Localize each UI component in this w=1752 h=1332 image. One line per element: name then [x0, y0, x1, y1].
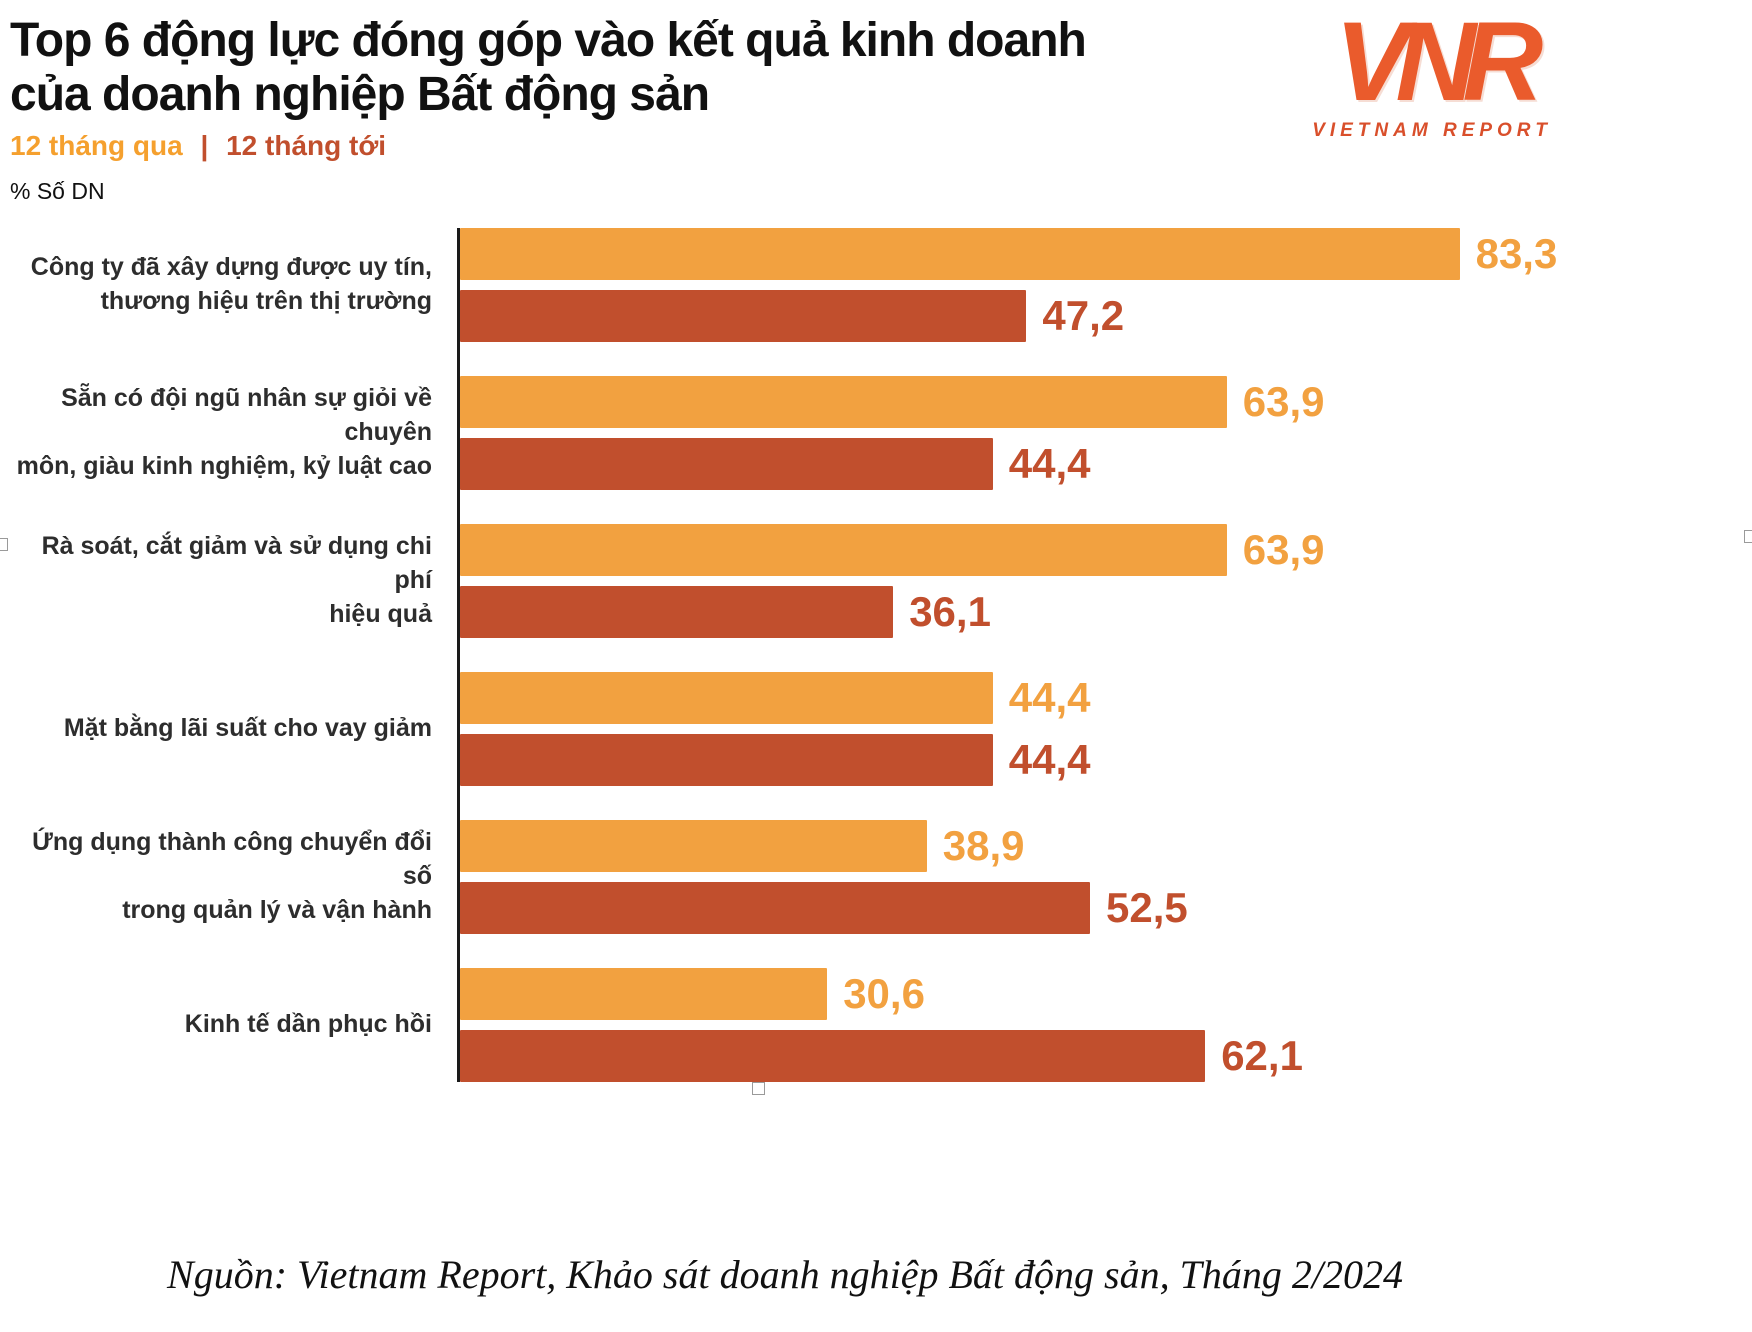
vnr-logo-icon: VNR — [1334, 0, 1543, 124]
bar-row: 30,6 — [460, 968, 1752, 1020]
bar-next-12-months — [460, 290, 1027, 342]
chart-title-line1: Top 6 động lực đóng góp vào kết quả kinh… — [10, 14, 1087, 67]
legend-item-next: 12 tháng tới — [226, 129, 387, 161]
bar-next-12-months — [460, 734, 993, 786]
bar-pair: 30,6 62,1 — [448, 968, 1752, 1082]
bar-next-12-months — [460, 882, 1090, 934]
bar-row: 44,4 — [460, 438, 1752, 490]
source-note: Nguồn: Vietnam Report, Khảo sát doanh ng… — [167, 1252, 1403, 1297]
legend: 12 tháng qua | 12 tháng tới — [10, 130, 1310, 162]
bar-row: 47,2 — [460, 290, 1752, 342]
chart-group: Mặt bằng lãi suất cho vay giảm 44,4 44,4 — [0, 672, 1752, 786]
bar-pair: 63,9 44,4 — [448, 376, 1752, 490]
bar-row: 52,5 — [460, 882, 1752, 934]
bar-row: 63,9 — [460, 524, 1752, 576]
bar-pair: 38,9 52,5 — [448, 820, 1752, 934]
value-label: 44,4 — [1008, 674, 1091, 721]
bar-row: 44,4 — [460, 734, 1752, 786]
chart-title-line2: của doanh nghiệp Bất động sản — [10, 67, 710, 121]
resize-handle-right[interactable] — [1744, 530, 1752, 543]
category-label: Rà soát, cắt giảm và sử dụng chi phí hiệ… — [41, 532, 432, 628]
chart-group: Sẵn có đội ngũ nhân sự giỏi về chuyên mô… — [0, 376, 1752, 490]
chart-group: Công ty đã xây dựng được uy tín, thương … — [0, 228, 1752, 342]
value-label: 83,3 — [1475, 230, 1558, 277]
bar-past-12-months — [460, 376, 1227, 428]
bar-past-12-months — [460, 228, 1460, 280]
unit-label: % Số DN — [10, 177, 105, 204]
chart-rows: Công ty đã xây dựng được uy tín, thương … — [0, 228, 1752, 1082]
bar-pair: 63,9 36,1 — [448, 524, 1752, 638]
bar-past-12-months — [460, 672, 993, 724]
value-label: 63,9 — [1242, 378, 1325, 425]
bar-chart: Công ty đã xây dựng được uy tín, thương … — [0, 228, 1752, 1082]
vnr-logo-name: VIETNAM REPORT — [1312, 120, 1552, 141]
resize-handle-bottom[interactable] — [752, 1082, 765, 1095]
bar-pair: 83,3 47,2 — [448, 228, 1752, 342]
y-axis-line — [457, 228, 460, 1082]
value-label: 44,4 — [1008, 440, 1091, 487]
legend-separator: | — [200, 129, 209, 161]
bar-row: 63,9 — [460, 376, 1752, 428]
category-label: Mặt bằng lãi suất cho vay giảm — [63, 714, 432, 743]
bar-pair: 44,4 44,4 — [448, 672, 1752, 786]
chart-group: Ứng dụng thành công chuyển đổi số trong … — [0, 820, 1752, 934]
category-label: Sẵn có đội ngũ nhân sự giỏi về chuyên mô… — [16, 384, 432, 480]
value-label: 30,6 — [843, 970, 925, 1017]
bar-row: 83,3 — [460, 228, 1752, 280]
vietnam-report-logo: VNR VIETNAM REPORT — [1312, 6, 1552, 142]
bar-past-12-months — [460, 968, 828, 1020]
category-label: Kinh tế dần phục hồi — [184, 1010, 432, 1039]
legend-item-past: 12 tháng qua — [10, 129, 183, 161]
bar-past-12-months — [460, 820, 927, 872]
bar-next-12-months — [460, 586, 894, 638]
value-label: 62,1 — [1221, 1032, 1303, 1079]
bar-row: 62,1 — [460, 1030, 1752, 1082]
chart-group: Kinh tế dần phục hồi 30,6 62,1 — [0, 968, 1752, 1082]
bar-next-12-months — [460, 438, 993, 490]
chart-group: Rà soát, cắt giảm và sử dụng chi phí hiệ… — [0, 524, 1752, 638]
bar-past-12-months — [460, 524, 1227, 576]
value-label: 36,1 — [909, 588, 991, 635]
bar-row: 36,1 — [460, 586, 1752, 638]
chart-title: Top 6 động lực đóng góp vào kết quả kinh… — [10, 14, 1310, 122]
value-label: 38,9 — [942, 822, 1025, 869]
chart-header: Top 6 động lực đóng góp vào kết quả kinh… — [10, 14, 1310, 205]
bar-next-12-months — [460, 1030, 1206, 1082]
category-label: Công ty đã xây dựng được uy tín, thương … — [30, 253, 432, 315]
category-label: Ứng dụng thành công chuyển đổi số trong … — [32, 828, 432, 924]
bar-row: 44,4 — [460, 672, 1752, 724]
value-label: 47,2 — [1042, 292, 1125, 339]
bar-row: 38,9 — [460, 820, 1752, 872]
resize-handle-left[interactable] — [0, 538, 8, 551]
value-label: 63,9 — [1242, 526, 1325, 573]
value-label: 44,4 — [1008, 736, 1091, 783]
value-label: 52,5 — [1106, 884, 1188, 931]
